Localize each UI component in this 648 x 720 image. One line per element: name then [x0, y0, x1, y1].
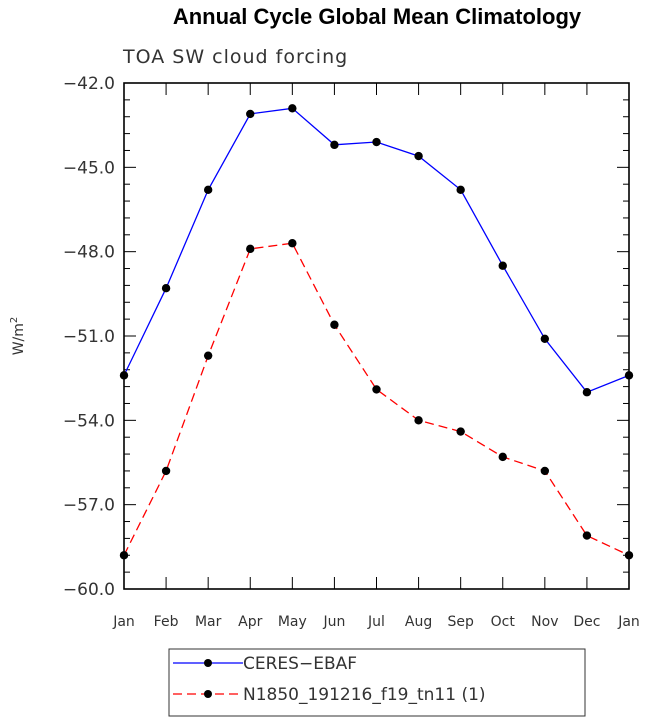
series-0-point [161, 284, 171, 293]
series-0-point [498, 261, 507, 270]
series-1-point [203, 351, 213, 360]
legend-label-model: N1850_191216_f19_tn11 (1) [243, 685, 486, 705]
x-tick-label: Sep [447, 614, 474, 630]
y-tick-label: −54.0 [63, 411, 115, 431]
x-tick-label: Apr [238, 614, 262, 630]
x-tick-label: Feb [154, 614, 179, 630]
x-tick-label: Jun [322, 614, 345, 630]
y-axis-label-unit: W/m [11, 323, 27, 355]
x-tick-label: Jan [617, 614, 640, 630]
y-tick-label: −42.0 [63, 74, 115, 94]
x-tick-label: Mar [195, 614, 222, 630]
series-1-point [414, 416, 423, 425]
x-tick-label: May [278, 614, 307, 630]
series-0-point [203, 185, 213, 195]
series-1-point [540, 466, 550, 476]
x-tick-label: Aug [405, 614, 432, 630]
y-tick-label: −57.0 [63, 496, 115, 516]
series-line-0 [123, 107, 630, 393]
legend-box [168, 648, 586, 717]
x-tick-label: Jan [112, 614, 135, 630]
y-tick-label: −45.0 [63, 158, 115, 178]
plot-frame [123, 82, 630, 590]
series-line-1 [123, 242, 630, 556]
y-tick-label: −48.0 [63, 243, 115, 263]
series-1-point [246, 244, 255, 254]
x-tick-label: Oct [491, 614, 516, 630]
series-0-point [372, 137, 381, 147]
series-0-point [330, 140, 339, 150]
ticks-layer [123, 82, 630, 590]
series-1-point [456, 427, 465, 436]
legend-marker-ceres [204, 659, 212, 667]
legend-marker-model [204, 690, 212, 698]
y-tick-labels: −42.0 −45.0 −48.0 −51.0 −54.0 −57.0 −60.0 [63, 74, 115, 600]
series-0-point [246, 109, 255, 119]
series-0-point [582, 388, 592, 397]
y-axis-label-exponent: 2 [9, 317, 20, 323]
y-tick-label: −51.0 [63, 327, 115, 347]
series-0-point [288, 104, 297, 113]
legend-label-ceres: CERES−EBAF [243, 654, 357, 674]
y-tick-label: −60.0 [63, 580, 115, 600]
x-tick-label: Dec [573, 614, 600, 630]
x-tick-label: Jul [367, 614, 385, 630]
series-1-point [372, 385, 381, 394]
legend: CERES−EBAF N1850_191216_f19_tn11 (1) [168, 648, 586, 717]
series-0-point [540, 334, 550, 344]
series-layer [119, 104, 634, 560]
series-1-point [582, 531, 592, 540]
x-tick-label: Nov [531, 614, 558, 630]
chart-title: Annual Cycle Global Mean Climatology [173, 4, 582, 29]
series-0-point [456, 185, 465, 195]
series-0-point [414, 151, 423, 161]
series-1-point [288, 239, 297, 248]
series-1-point [161, 466, 171, 476]
chart-subtitle: TOA SW cloud forcing [122, 46, 348, 68]
series-1-point [330, 320, 339, 329]
series-1-point [498, 452, 507, 462]
y-axis-label: W/m2 [9, 317, 27, 356]
x-tick-labels: Jan Feb Mar Apr May Jun Jul Aug Sep Oct Nov Dec Jan [112, 614, 640, 630]
